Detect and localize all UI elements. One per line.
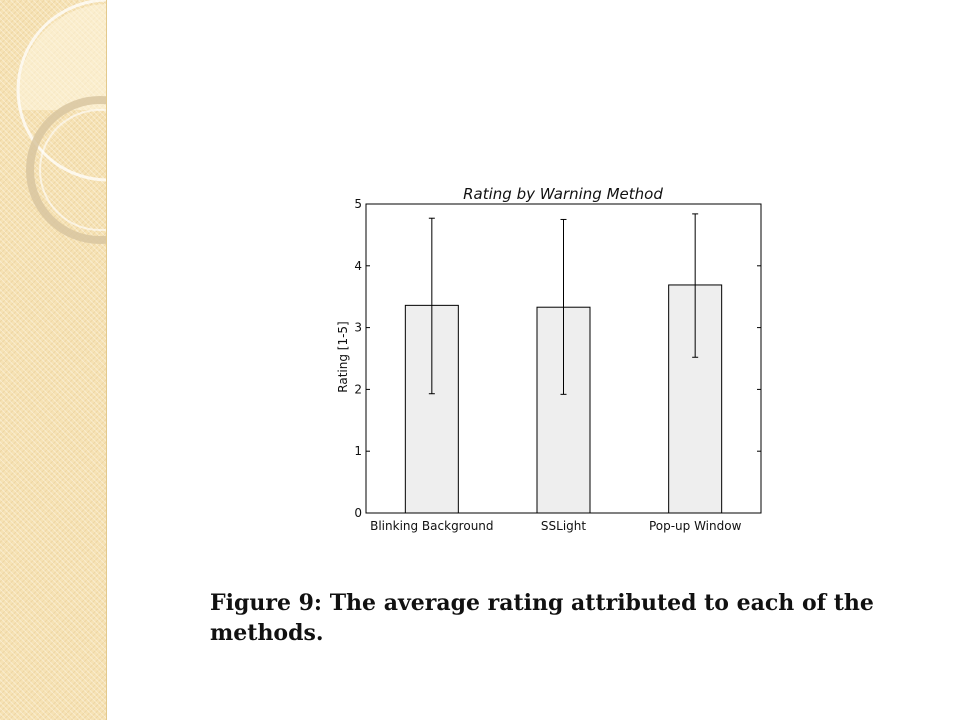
y-tick-label: 0 [354, 506, 362, 520]
x-tick-label: Blinking Background [370, 519, 493, 533]
y-tick-label: 4 [354, 259, 362, 273]
x-tick-label: Pop-up Window [649, 519, 742, 533]
y-tick-label: 5 [354, 197, 362, 211]
y-tick-label: 2 [354, 382, 362, 396]
x-tick-label: SSLight [541, 519, 586, 533]
error-bars-layer [428, 213, 699, 395]
figure-caption: Figure 9: The average rating attributed … [210, 590, 874, 646]
y-ticks-layer: 0 1 2 3 4 5 [354, 197, 761, 520]
y-tick-label: 3 [354, 321, 362, 335]
bar-chart: Rating by Warning Method Rating [1-5] 0 1… [336, 185, 762, 533]
decorative-rings-icon [16, 0, 106, 244]
y-axis-label: Rating [1-5] [336, 321, 350, 392]
y-tick-label: 1 [354, 444, 362, 458]
decorative-sidebar [0, 0, 107, 720]
plot-frame [365, 203, 762, 514]
x-labels-layer: Blinking Background SSLight Pop-up Window [370, 519, 741, 533]
chart-title: Rating by Warning Method [463, 185, 663, 203]
